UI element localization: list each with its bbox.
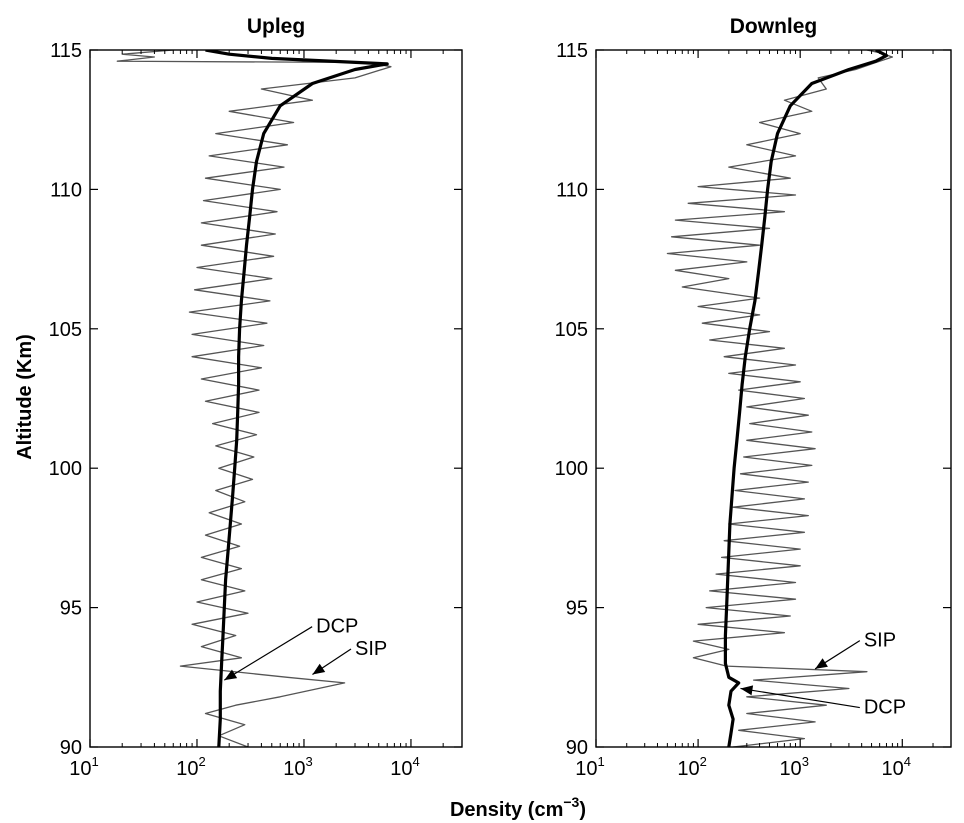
x-tick-label: 102 (176, 754, 205, 780)
sip-density-line (666, 50, 894, 747)
y-tick-label: 100 (555, 458, 588, 480)
x-tick-label-exponent: 1 (598, 754, 605, 769)
annotation-arrowhead (224, 669, 238, 681)
x-tick-label: 101 (575, 754, 604, 780)
x-tick-label-base: 10 (390, 758, 412, 780)
annotation-sip: SIP (864, 630, 896, 652)
x-tick-label-base: 10 (677, 758, 699, 780)
x-axis-label-base: Density (cm (450, 799, 563, 821)
x-tick-label-exponent: 4 (412, 754, 419, 769)
x-tick-label-exponent: 1 (92, 754, 99, 769)
chart-title: Upleg (247, 15, 305, 38)
x-axis-label: Density (cm−3) (450, 794, 586, 821)
y-tick-label: 110 (556, 179, 588, 201)
x-tick-label-base: 10 (779, 758, 801, 780)
x-tick-label: 103 (283, 754, 312, 780)
annotation-dcp: DCP (316, 616, 358, 638)
y-tick-label: 105 (49, 319, 82, 341)
x-tick-label-base: 10 (882, 758, 904, 780)
plot-frame (595, 49, 952, 748)
x-axis-label-close: ) (579, 799, 586, 821)
y-tick-label: 95 (60, 598, 82, 620)
x-axis-label-exponent: −3 (563, 794, 579, 810)
y-tick-label: 95 (566, 598, 588, 620)
annotation-arrow-line (740, 687, 860, 709)
x-tick-label-base: 10 (575, 758, 597, 780)
chart-title: Downleg (730, 15, 818, 38)
x-tick-label-base: 10 (176, 758, 198, 780)
annotation-arrowhead (740, 685, 754, 696)
plot-frame (89, 49, 463, 748)
x-tick-label-base: 10 (69, 758, 91, 780)
x-tick-label: 102 (677, 754, 706, 780)
x-tick-label-exponent: 4 (904, 754, 911, 769)
series-group (116, 50, 392, 747)
y-tick-label: 115 (556, 40, 588, 62)
x-tick-label: 103 (779, 754, 808, 780)
y-tick-label: 90 (566, 737, 588, 759)
y-tick-label: 90 (60, 737, 82, 759)
annotation-arrowhead (312, 663, 326, 675)
y-tick-label: 105 (555, 319, 588, 341)
x-tick-label-exponent: 3 (305, 754, 312, 769)
dcp-density-line (723, 50, 889, 747)
annotation-arrow-line (223, 626, 313, 681)
y-tick-label: 100 (49, 458, 82, 480)
sip-density-line (116, 50, 392, 747)
series-group (666, 50, 894, 747)
x-tick-label: 104 (882, 754, 911, 780)
annotation-sip: SIP (355, 638, 387, 660)
y-axis-label: Altitude (Km) (14, 334, 36, 460)
annotation-arrowhead (815, 658, 828, 669)
x-tick-label-exponent: 2 (700, 754, 707, 769)
x-tick-label-base: 10 (283, 758, 305, 780)
x-tick-label-exponent: 2 (198, 754, 205, 769)
x-tick-label: 101 (69, 754, 98, 780)
y-tick-label: 110 (50, 179, 82, 201)
annotation-dcp: DCP (864, 697, 906, 719)
x-tick-label-exponent: 3 (802, 754, 809, 769)
y-tick-label: 115 (50, 40, 82, 62)
dcp-density-line (205, 50, 389, 747)
x-tick-label: 104 (390, 754, 419, 780)
